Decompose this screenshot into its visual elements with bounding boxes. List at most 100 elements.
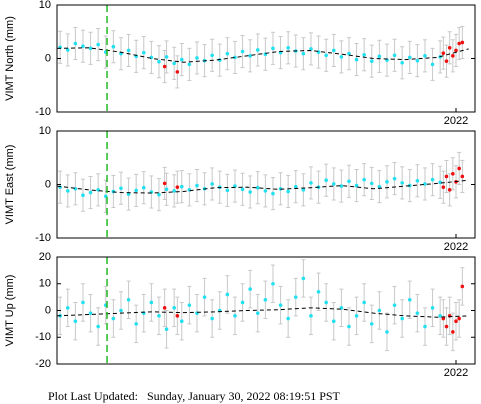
data-point — [164, 187, 169, 192]
data-point — [423, 54, 427, 58]
data-point — [309, 314, 313, 318]
data-point — [339, 184, 344, 188]
data-point — [179, 184, 184, 189]
data-point — [126, 298, 131, 302]
data-point — [149, 300, 154, 305]
data-point — [415, 178, 420, 183]
data-point — [195, 183, 199, 188]
data-point — [407, 298, 412, 302]
data-point — [81, 193, 85, 197]
data-point — [423, 182, 427, 186]
plot-frame — [56, 130, 476, 239]
data-point — [460, 284, 465, 289]
data-point — [255, 48, 260, 52]
data-point — [369, 59, 374, 63]
model-line — [57, 179, 469, 194]
plot-area — [57, 259, 469, 352]
data-point — [451, 172, 455, 176]
data-point — [301, 51, 306, 56]
y-tick-label: 10 — [39, 278, 51, 290]
data-point — [134, 188, 138, 193]
data-point — [111, 44, 116, 49]
data-point — [438, 314, 442, 318]
data-point — [157, 192, 161, 197]
data-point — [331, 48, 336, 53]
y-tick-label: -20 — [35, 358, 51, 370]
data-point — [119, 308, 123, 313]
data-point — [423, 324, 427, 329]
data-point — [415, 311, 420, 315]
data-point — [324, 300, 328, 305]
data-point — [225, 51, 230, 56]
y-axis-label: VIMT East (mm) — [4, 145, 16, 225]
data-point — [392, 53, 397, 58]
data-point — [157, 59, 161, 64]
data-point — [385, 180, 389, 184]
data-point — [415, 58, 420, 63]
data-point — [430, 62, 435, 67]
data-point — [441, 185, 446, 189]
data-point — [444, 174, 449, 179]
y-tick-label: 20 — [39, 251, 51, 263]
data-point — [240, 49, 245, 54]
data-point — [362, 300, 366, 305]
data-point — [400, 60, 404, 65]
data-point — [240, 187, 245, 192]
data-point — [286, 46, 290, 50]
model-line — [57, 47, 469, 63]
x-tick-label: 2022 — [444, 115, 468, 127]
data-point — [454, 319, 458, 324]
data-point — [187, 303, 192, 307]
y-tick-label: -10 — [35, 106, 51, 118]
data-point — [457, 316, 461, 321]
data-point — [73, 186, 78, 191]
data-point — [175, 185, 180, 189]
data-point — [141, 185, 146, 190]
y-tick-label: 0 — [45, 304, 51, 316]
data-point — [210, 316, 214, 321]
data-point — [263, 189, 268, 193]
data-point — [309, 181, 313, 185]
data-point — [444, 324, 449, 329]
data-point — [457, 166, 461, 171]
data-point — [225, 188, 230, 193]
y-tick-label: 10 — [39, 0, 51, 11]
data-point — [301, 188, 306, 192]
data-point — [149, 55, 154, 60]
data-point — [441, 51, 446, 55]
data-point — [233, 55, 237, 60]
data-point — [451, 330, 455, 334]
data-point — [187, 62, 192, 67]
data-point — [162, 181, 167, 186]
data-point — [65, 306, 70, 310]
plot-area — [57, 151, 469, 213]
data-point — [263, 298, 268, 302]
data-point — [157, 314, 161, 318]
data-point — [430, 177, 435, 182]
data-point — [81, 300, 85, 305]
data-point — [316, 289, 321, 294]
data-point — [293, 295, 298, 299]
data-point — [438, 180, 442, 185]
data-point — [172, 189, 176, 193]
data-point — [369, 322, 374, 326]
data-point — [111, 316, 116, 321]
data-point — [369, 181, 374, 186]
data-point — [65, 189, 70, 193]
data-point — [255, 185, 260, 190]
model-line — [57, 307, 469, 318]
data-point — [240, 300, 245, 305]
y-tick-label: -10 — [35, 232, 51, 244]
data-point — [347, 51, 351, 56]
data-point — [400, 316, 404, 321]
data-point — [175, 314, 180, 318]
data-point — [126, 192, 131, 196]
y-tick-label: 10 — [39, 125, 51, 137]
x-tick-label: 2022 — [444, 367, 468, 379]
data-point — [331, 182, 336, 186]
data-point — [331, 319, 336, 324]
data-point — [324, 53, 328, 58]
data-point — [202, 295, 207, 299]
data-point — [392, 176, 397, 181]
footer: Plot Last Updated: Sunday, January 30, 2… — [48, 389, 341, 403]
